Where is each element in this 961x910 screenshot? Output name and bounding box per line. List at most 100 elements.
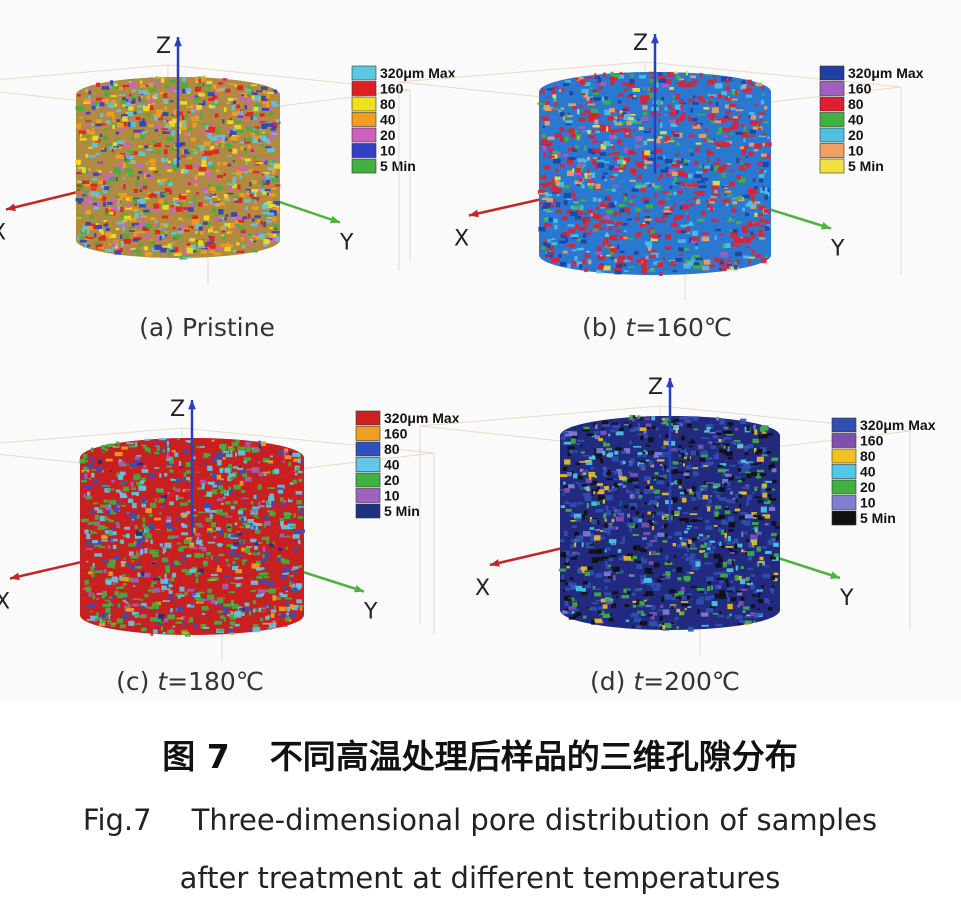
pore [181,149,187,154]
pore [693,428,699,431]
pore [570,234,579,238]
pore [579,199,587,202]
pore [746,582,753,586]
pore [701,210,706,215]
pore [604,586,608,590]
pore [112,564,117,569]
pore [274,470,280,474]
pore [158,523,164,529]
pore [261,123,267,129]
pore [155,229,161,235]
pore [106,444,110,448]
pore [211,547,218,551]
pore [217,629,225,632]
pore [698,533,704,537]
pore [604,578,611,583]
pore [608,526,617,530]
pore [251,191,256,194]
pore [713,524,718,527]
pore [289,604,294,610]
pore [674,153,680,157]
pore [259,128,262,132]
pore [143,572,151,578]
pore [689,492,695,495]
pore [719,580,724,584]
legend-label: 160 [848,81,872,97]
pore [164,231,168,235]
pore [725,201,729,207]
pore [755,451,760,455]
pore [259,181,266,185]
pore [737,115,742,118]
pore [121,613,130,617]
pore [263,239,270,244]
pore [680,611,685,615]
pore [636,161,644,167]
pore [663,523,668,529]
pore [731,242,736,247]
pore [188,149,195,152]
pore [194,224,202,229]
pore [77,160,81,166]
pore [668,119,676,124]
pore [727,535,731,542]
legend-label: 40 [848,112,864,128]
pore [123,238,132,244]
pore [612,542,615,545]
pore [633,427,640,431]
pore [641,434,645,440]
pore [112,142,118,146]
pore [292,566,299,569]
pore [263,576,269,579]
pore [228,489,233,493]
pore [743,550,747,553]
pore [115,227,120,231]
pore [140,599,144,601]
pore [118,94,126,96]
pore [616,110,619,113]
pore [113,145,120,148]
pore [162,109,166,115]
pore [254,126,260,129]
pore [740,459,747,463]
pore [233,500,238,505]
pore [697,609,700,614]
pore [297,584,302,588]
pore [84,471,87,475]
pore [198,93,205,97]
pore [714,83,723,89]
pore [255,594,263,598]
pore [195,578,199,584]
pore [205,551,211,556]
pore [600,536,606,540]
pore [627,210,630,215]
pore [601,219,606,224]
pore [742,610,746,613]
pore [137,231,145,234]
pore [98,228,103,233]
pore [622,193,625,196]
pore [228,230,233,234]
pore [251,467,260,473]
pore [762,562,765,566]
pore [681,595,687,601]
pore [739,512,748,515]
pore [738,158,742,160]
pore [727,590,735,593]
pore [686,489,690,492]
pore [87,131,96,135]
pore [568,484,575,489]
pore [642,454,647,458]
pore [231,603,239,609]
pore [206,80,213,85]
pore [748,542,752,548]
pore [85,153,88,158]
legend-swatch [819,143,845,158]
pore [758,516,765,521]
pore [678,454,682,458]
pore [737,575,742,580]
pore [728,217,732,220]
pore [608,165,614,171]
pore [229,97,238,101]
